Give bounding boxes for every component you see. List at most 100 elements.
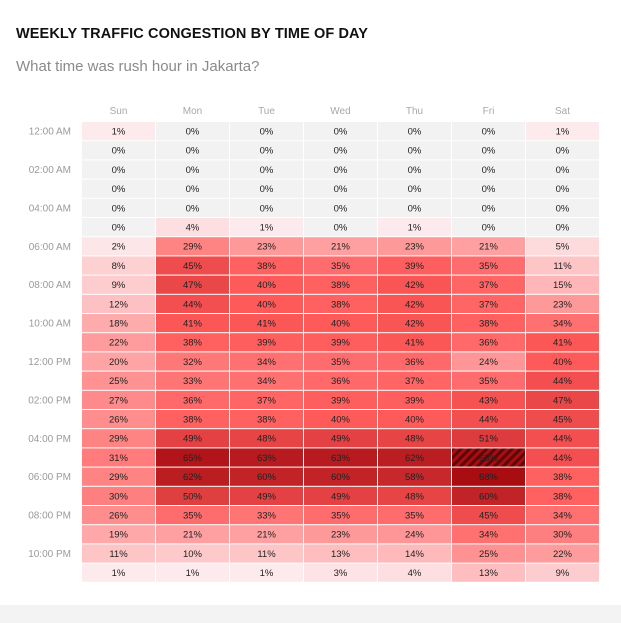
cell-value-label: 24%	[479, 357, 499, 368]
heatmap-cell	[230, 467, 303, 486]
heatmap-cell	[304, 275, 377, 294]
heatmap-cell	[526, 275, 599, 294]
heatmap-cell	[82, 352, 155, 371]
cell-value-label: 9%	[112, 280, 126, 291]
heatmap-cell	[526, 467, 599, 486]
cell-value-label: 31%	[109, 453, 129, 464]
heatmap-cell	[230, 294, 303, 313]
cell-value-label: 33%	[183, 376, 203, 387]
heatmap-cell	[526, 371, 599, 390]
cell-value-label: 12%	[109, 299, 129, 310]
heatmap-cell	[378, 333, 451, 352]
cell-value-label: 41%	[405, 338, 425, 349]
heatmap-cell	[82, 410, 155, 429]
cell-value-label: 0%	[186, 203, 200, 214]
day-header-mon: Mon	[183, 106, 202, 117]
heatmap-cell	[156, 314, 229, 333]
cell-value-label: 1%	[260, 568, 274, 579]
heatmap-cell	[156, 410, 229, 429]
cell-value-label: 47%	[553, 395, 573, 406]
footer-strip	[0, 605, 621, 623]
heatmap-cell	[378, 371, 451, 390]
heatmap-cell	[452, 314, 525, 333]
heatmap-cell	[82, 314, 155, 333]
cell-value-label: 0%	[112, 184, 126, 195]
cell-value-label: 63%	[257, 453, 277, 464]
cell-value-label: 0%	[334, 184, 348, 195]
cell-value-label: 29%	[109, 434, 129, 445]
heatmap-cell	[156, 237, 229, 256]
cell-value-label: 34%	[479, 530, 499, 541]
cell-value-label: 38%	[183, 415, 203, 426]
cell-value-label: 41%	[183, 319, 203, 330]
heatmap-cell	[156, 122, 229, 141]
cell-value-label: 62%	[183, 472, 203, 483]
heatmap-cell	[230, 390, 303, 409]
hour-label: 06:00 AM	[29, 242, 71, 253]
cell-value-label: 0%	[408, 203, 422, 214]
cell-value-label: 60%	[331, 472, 351, 483]
hour-label: 04:00 PM	[28, 434, 71, 445]
day-header-fri: Fri	[483, 106, 495, 117]
cell-value-label: 23%	[405, 242, 425, 253]
heatmap-cell	[230, 544, 303, 563]
cell-value-label: 29%	[183, 242, 203, 253]
cell-value-label: 40%	[331, 415, 351, 426]
heatmap-cell	[452, 122, 525, 141]
cell-value-label: 0%	[408, 165, 422, 176]
heatmap-cell	[378, 506, 451, 525]
cell-value-label: 68%	[479, 453, 499, 464]
cell-value-label: 36%	[331, 376, 351, 387]
heatmap-cell	[304, 237, 377, 256]
heatmap-cell	[82, 486, 155, 505]
heatmap-cell	[304, 218, 377, 237]
heatmap-cell	[304, 467, 377, 486]
heatmap-cell	[156, 256, 229, 275]
cell-value-label: 3%	[334, 568, 348, 579]
heatmap-cell	[378, 160, 451, 179]
heatmap-cell	[230, 429, 303, 448]
cell-value-label: 40%	[257, 299, 277, 310]
heatmap-cell	[304, 448, 377, 467]
chart-title: WEEKLY TRAFFIC CONGESTION BY TIME OF DAY	[16, 26, 369, 42]
heatmap-cell	[526, 294, 599, 313]
heatmap-cell	[526, 352, 599, 371]
heatmap-cell	[526, 141, 599, 160]
heatmap-cell	[378, 256, 451, 275]
heatmap-cell	[378, 467, 451, 486]
heatmap-cell	[156, 294, 229, 313]
heatmap-cell	[82, 218, 155, 237]
cell-value-label: 49%	[331, 491, 351, 502]
heatmap-cell	[230, 352, 303, 371]
cell-value-label: 5%	[556, 242, 570, 253]
cell-value-label: 1%	[260, 223, 274, 234]
cell-value-label: 13%	[479, 568, 499, 579]
heatmap-cell	[452, 160, 525, 179]
heatmap-cell	[82, 256, 155, 275]
heatmap-cell	[304, 563, 377, 582]
cell-value-label: 42%	[405, 319, 425, 330]
cell-value-label: 0%	[408, 127, 422, 138]
cell-value-label: 0%	[334, 165, 348, 176]
cell-value-label: 44%	[553, 434, 573, 445]
heatmap-cell	[452, 237, 525, 256]
cell-value-label: 25%	[479, 549, 499, 560]
heatmap-cell	[82, 429, 155, 448]
cell-value-label: 21%	[479, 242, 499, 253]
heatmap-cell	[452, 352, 525, 371]
cell-value-label: 39%	[331, 338, 351, 349]
heatmap-cell	[304, 256, 377, 275]
heatmap-cell	[378, 122, 451, 141]
heatmap-cell	[156, 525, 229, 544]
cell-value-label: 35%	[405, 511, 425, 522]
heatmap-cell	[452, 544, 525, 563]
heatmap-cell	[452, 218, 525, 237]
cell-value-label: 1%	[112, 127, 126, 138]
cell-value-label: 38%	[331, 299, 351, 310]
cell-value-label: 11%	[553, 261, 572, 272]
heatmap-cell	[526, 218, 599, 237]
cell-value-label: 35%	[331, 357, 351, 368]
heatmap-cell	[156, 506, 229, 525]
heatmap-cell	[526, 429, 599, 448]
heatmap-cell	[452, 563, 525, 582]
